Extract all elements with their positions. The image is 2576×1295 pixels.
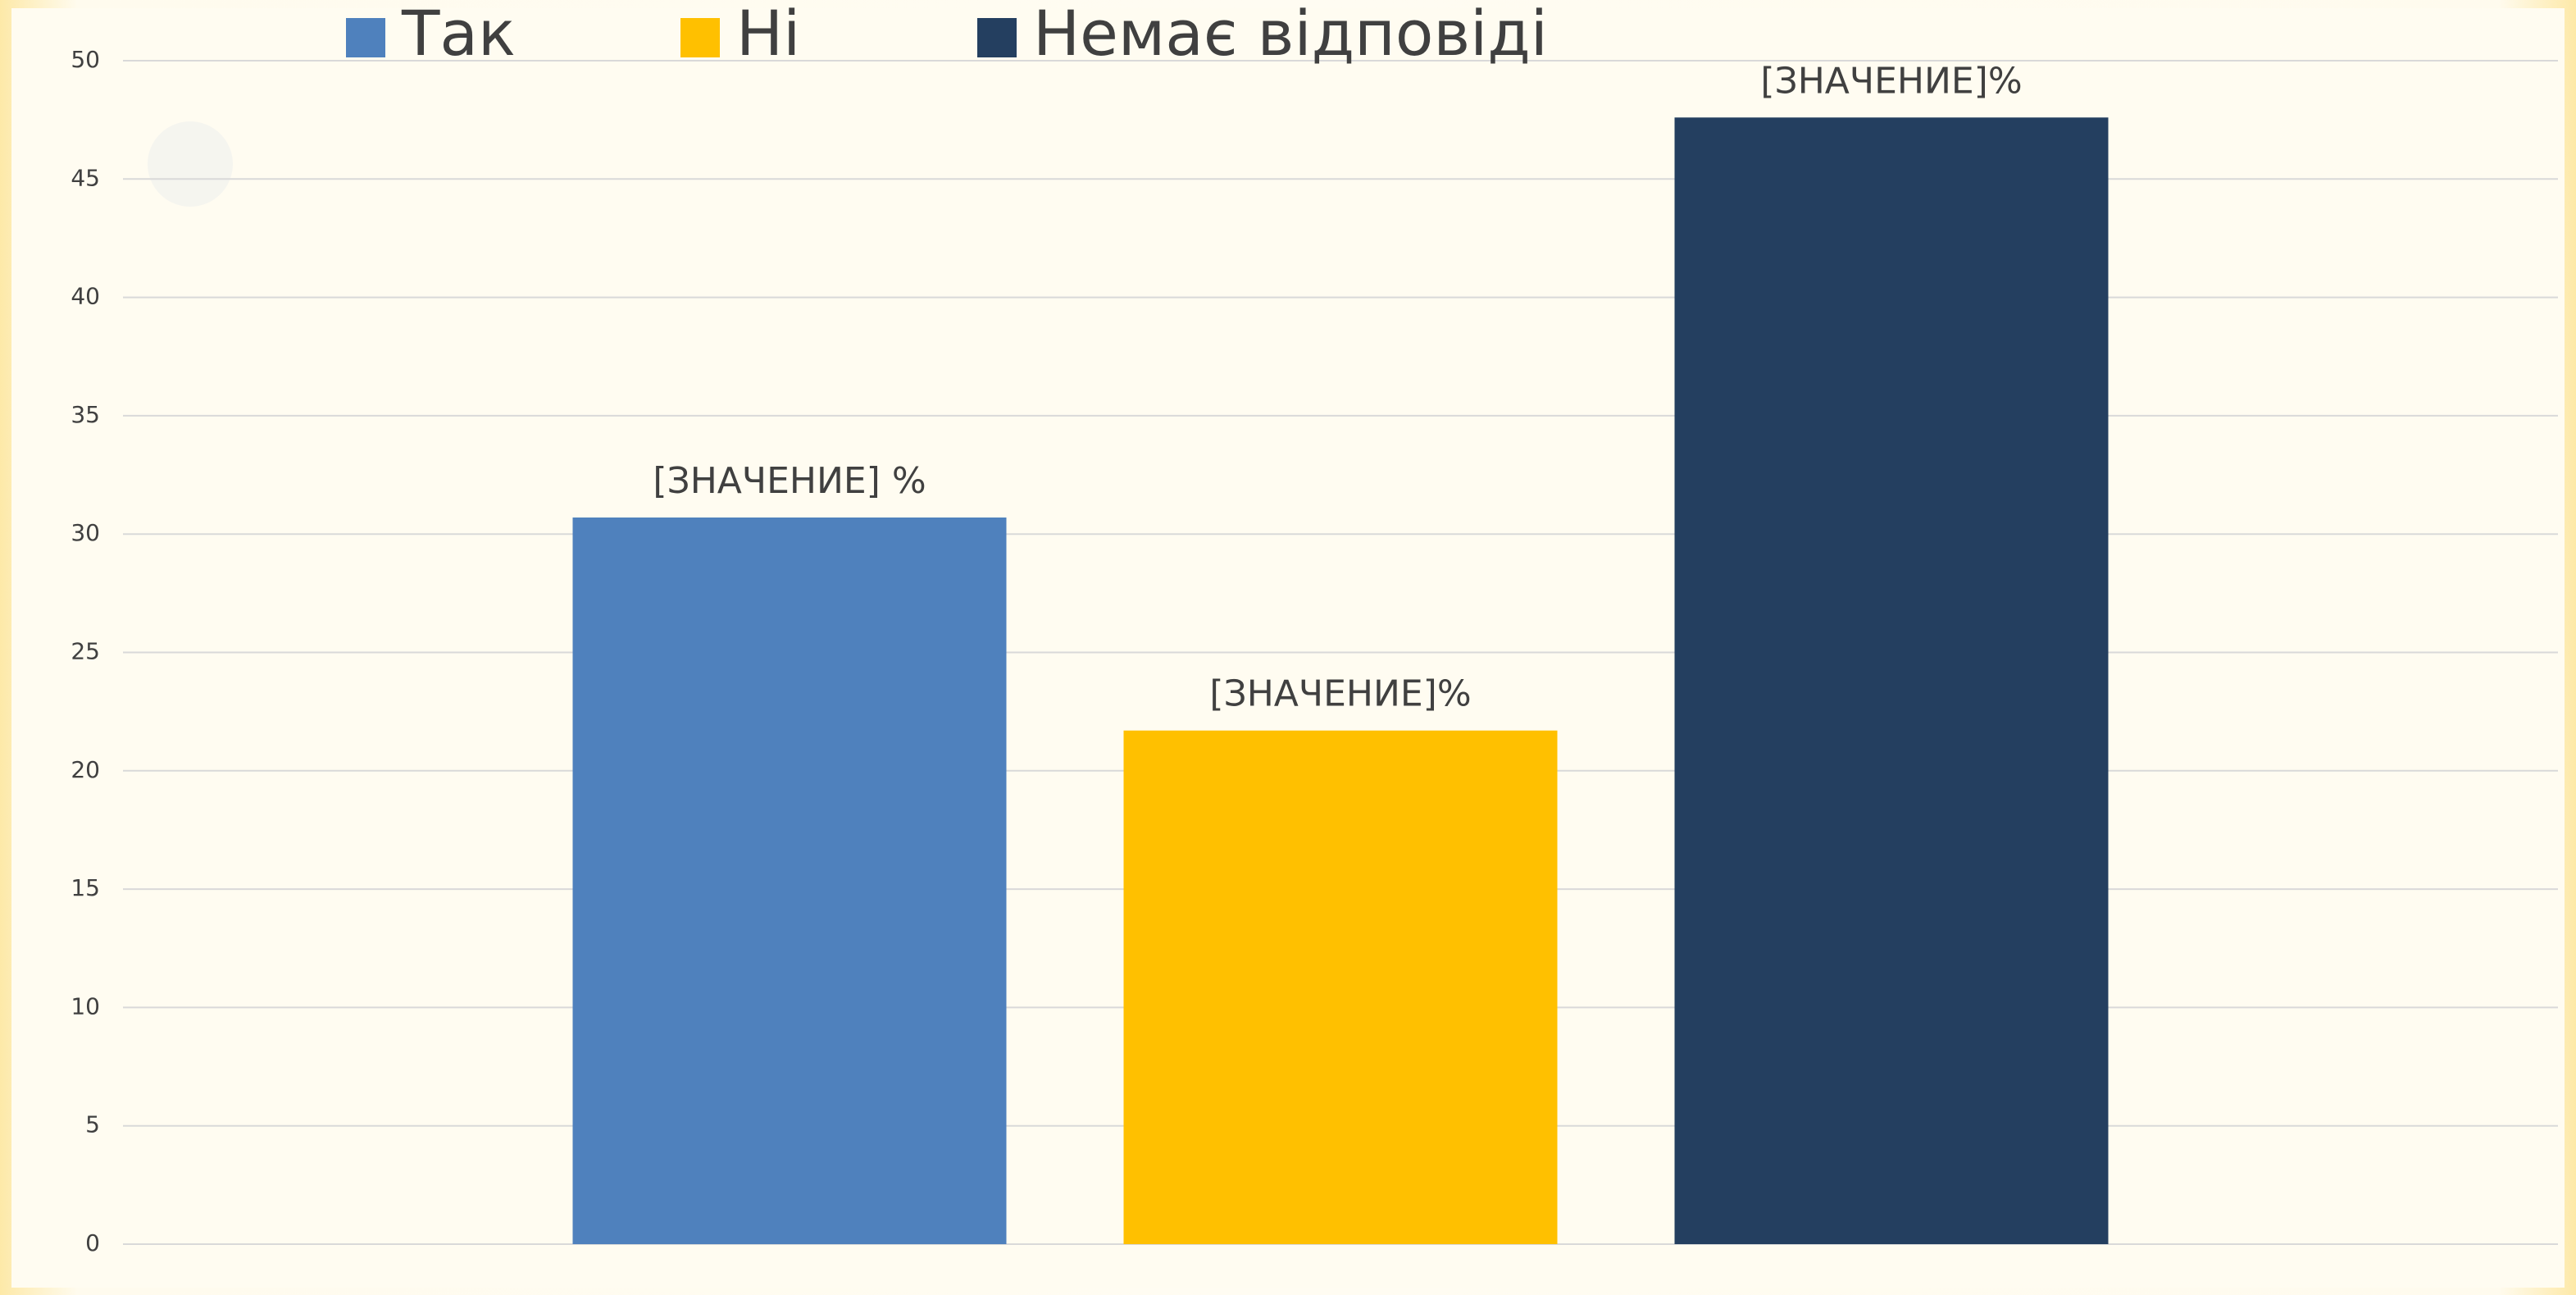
y-tick-label: 15 [71,874,100,901]
data-label: [ЗНАЧЕНИЕ] % [653,460,926,502]
legend-swatch [680,18,720,57]
y-tick-label: 5 [85,1111,100,1138]
decoration [148,121,233,207]
legend-label: Немає відповіді [1033,0,1548,70]
y-tick-label: 40 [71,283,100,310]
y-tick-label: 45 [71,164,100,191]
data-label: [ЗНАЧЕНИЕ]% [1209,673,1471,715]
data-label: [ЗНАЧЕНИЕ]% [1760,60,2022,102]
y-tick-label: 25 [71,638,100,665]
legend-swatch [977,18,1017,57]
bar [572,517,1007,1244]
y-tick-label: 50 [71,46,100,73]
legend-label: Ні [736,0,800,70]
y-tick-label: 10 [71,992,100,1019]
y-tick-label: 20 [71,756,100,783]
bar [1674,117,2109,1244]
y-tick-label: 0 [85,1229,100,1256]
bar [1123,730,1558,1244]
legend-swatch [346,18,385,57]
y-tick-label: 35 [71,401,100,428]
legend-label: Так [401,0,516,70]
y-tick-label: 30 [71,519,100,546]
